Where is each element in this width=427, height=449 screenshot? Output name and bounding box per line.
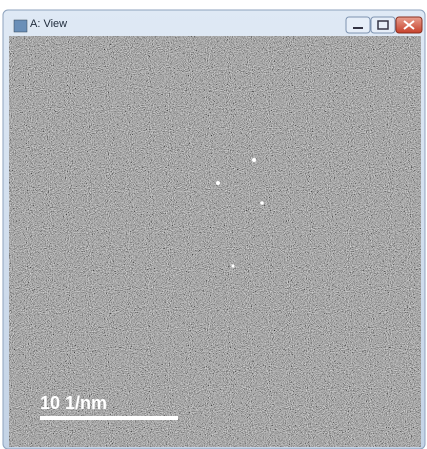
window: A: View 10 1/nm <box>0 0 427 449</box>
maximize-button[interactable] <box>371 17 395 33</box>
diffraction-image <box>9 36 421 447</box>
window-icon <box>14 20 27 32</box>
window-frame <box>0 0 427 449</box>
window-title: A: View <box>30 18 67 30</box>
scale-bar <box>40 416 178 420</box>
window-buttons[interactable] <box>346 17 422 33</box>
minimize-button[interactable] <box>346 17 370 33</box>
scale-bar-label: 10 1/nm <box>40 393 107 414</box>
